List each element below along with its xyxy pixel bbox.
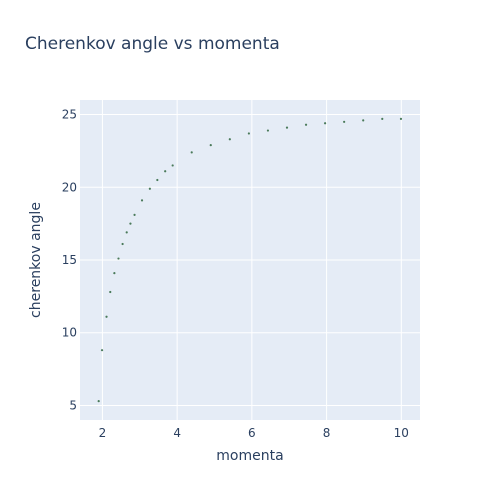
x-tick-label: 4 [173, 426, 181, 440]
x-tick-label: 6 [248, 426, 256, 440]
data-point [148, 187, 151, 190]
data-point [97, 399, 100, 403]
data-point [113, 271, 116, 275]
x-tick-label: 8 [323, 426, 331, 440]
y-tick-label: 5 [69, 398, 77, 412]
gridlines [80, 100, 420, 420]
data-point [304, 123, 308, 126]
data-point [247, 132, 250, 135]
y-tick-label: 15 [62, 253, 77, 267]
data-point [100, 349, 104, 352]
data-point [209, 143, 212, 147]
data-point [133, 213, 136, 217]
data-point [125, 231, 128, 234]
y-tick-label: 20 [62, 180, 77, 194]
data-point [129, 222, 132, 225]
x-axis-title: momenta [216, 448, 283, 464]
data-points [97, 117, 403, 403]
chart-title: Cherenkov angle vs momenta [25, 34, 280, 54]
data-point [164, 170, 167, 173]
data-point [121, 242, 124, 246]
y-tick-label: 25 [62, 108, 77, 122]
data-point [285, 126, 289, 129]
data-point [156, 178, 159, 182]
y-tick-label: 10 [62, 326, 77, 340]
x-tick-label: 10 [394, 426, 409, 440]
data-point [171, 164, 174, 167]
data-point [140, 199, 144, 202]
data-point [343, 120, 346, 123]
data-point [109, 290, 112, 294]
data-point [105, 315, 108, 318]
data-point [190, 151, 193, 154]
y-axis-title: cherenkov angle [28, 202, 44, 318]
data-point [323, 122, 327, 125]
data-point [362, 119, 365, 122]
x-tick-labels: 2 4 6 8 10 [99, 426, 409, 440]
y-tick-labels: 5 10 15 20 25 [62, 108, 77, 413]
data-point [266, 129, 270, 132]
data-point [381, 117, 384, 121]
data-point [117, 257, 120, 260]
data-point [228, 138, 231, 141]
data-point [399, 117, 403, 121]
x-tick-label: 2 [99, 426, 107, 440]
